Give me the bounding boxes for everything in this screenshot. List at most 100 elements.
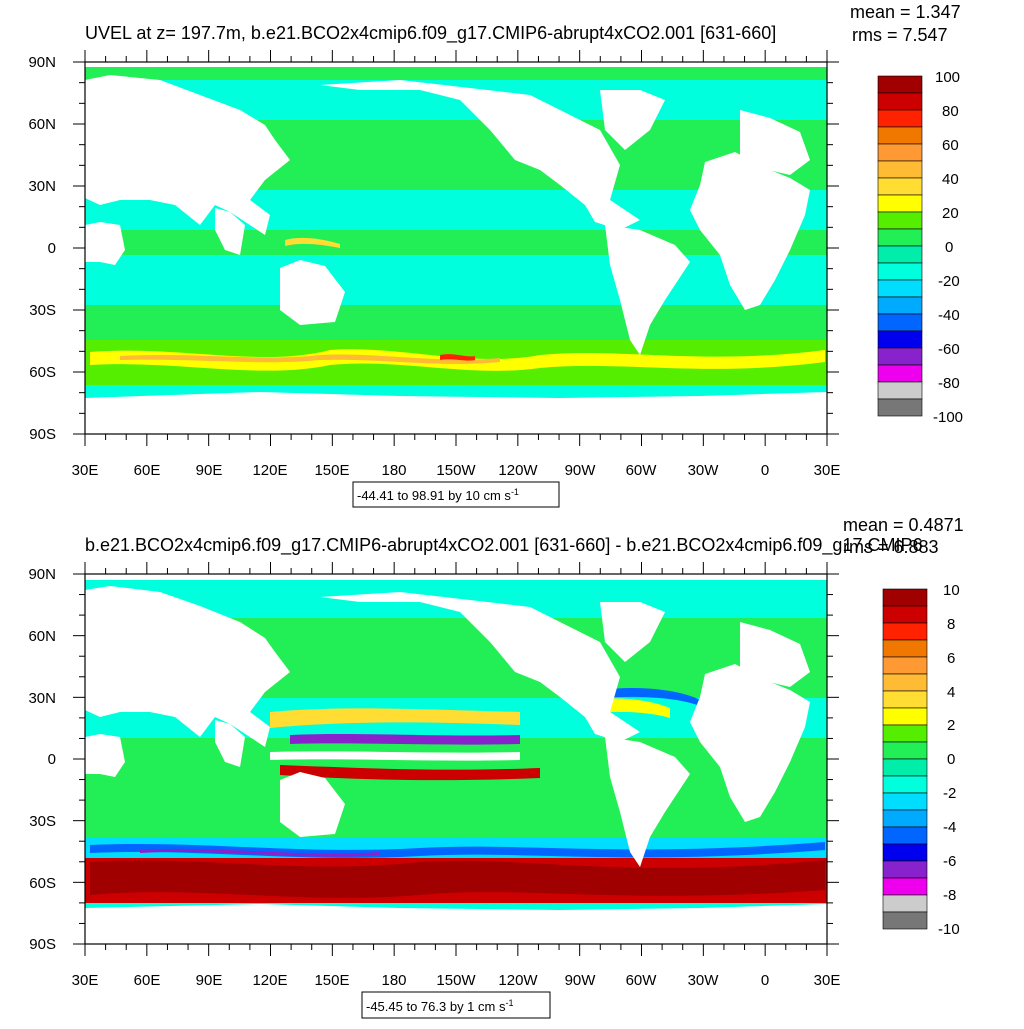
panel-top-lat-label: 90N (28, 54, 56, 71)
colorbar-swatch (877, 313, 923, 332)
panel-top-lat-label: 30N (28, 178, 56, 195)
colorbar-label: -6 (943, 853, 956, 870)
panel-top-map (85, 62, 827, 434)
colorbar-label: -10 (938, 921, 960, 938)
panel-bottom-range-text: -45.45 to 76.3 by 1 cm s-1 (366, 998, 513, 1014)
panel-top-mean: mean = 1.347 (850, 2, 961, 22)
panel-top: UVEL at z= 197.7m, b.e21.BCO2x4cmip6.f09… (28, 2, 963, 508)
panel-bottom-colorbar (882, 588, 928, 930)
colorbar-swatch (877, 364, 923, 383)
panel-bottom-lat-label: 0 (48, 751, 56, 768)
colorbar-swatch (877, 296, 923, 315)
panel-bottom-title: b.e21.BCO2x4cmip6.f09_g17.CMIP6-abrupt4x… (85, 535, 922, 556)
colorbar-label: -20 (938, 273, 960, 290)
colorbar-label: 2 (947, 717, 955, 734)
colorbar-swatch (882, 639, 928, 658)
panel-bottom-lon-label: 30W (688, 972, 720, 989)
colorbar-swatch (882, 622, 928, 641)
colorbar-label: 6 (947, 650, 955, 667)
panel-top-lon-label: 30E (72, 462, 99, 479)
panel-bottom-lon-label: 120W (498, 972, 538, 989)
panel-top-lon-label: 90E (196, 462, 223, 479)
colorbar-swatch (877, 143, 923, 162)
colorbar-label: -80 (938, 375, 960, 392)
panel-bottom-lon-label: 30E (814, 972, 841, 989)
colorbar-swatch (877, 245, 923, 264)
colorbar-label: 0 (945, 239, 953, 256)
panel-bottom-lat-label: 30N (28, 690, 56, 707)
colorbar-label: -8 (943, 887, 956, 904)
panel-top-colorbar (877, 75, 923, 417)
colorbar-swatch (882, 792, 928, 811)
panel-top-lat-label: 30S (29, 302, 56, 319)
colorbar-swatch (882, 605, 928, 624)
colorbar-label: 4 (947, 684, 955, 701)
colorbar-swatch (882, 809, 928, 828)
colorbar-swatch (882, 724, 928, 743)
panel-top-lat-label: 60S (29, 364, 56, 381)
panel-top-lon-label: 90W (565, 462, 597, 479)
panel-bottom: b.e21.BCO2x4cmip6.f09_g17.CMIP6-abrupt4x… (28, 515, 964, 1019)
panel-bottom-lon-label: 90W (565, 972, 597, 989)
colorbar-label: 100 (935, 69, 960, 86)
colorbar-swatch (882, 894, 928, 913)
panel-top-lon-label: 180 (381, 462, 406, 479)
colorbar-label: 40 (942, 171, 959, 188)
colorbar-swatch (877, 92, 923, 111)
colorbar-swatch (877, 228, 923, 247)
colorbar-swatch (882, 826, 928, 845)
colorbar-swatch (877, 381, 923, 400)
colorbar-label: -100 (933, 409, 963, 426)
panel-top-lon-label: 150W (436, 462, 476, 479)
panel-top-lat-label: 90S (29, 426, 56, 443)
colorbar-swatch (877, 126, 923, 145)
colorbar-swatch (882, 758, 928, 777)
colorbar-swatch (882, 911, 928, 930)
colorbar-swatch (882, 673, 928, 692)
panel-top-rms: rms = 7.547 (852, 25, 948, 45)
panel-top-ticks (73, 50, 839, 446)
colorbar-label: -60 (938, 341, 960, 358)
panel-bottom-lon-label: 0 (761, 972, 769, 989)
colorbar-swatch (882, 690, 928, 709)
colorbar-label: -4 (943, 819, 956, 836)
panel-bottom-lon-label: 150E (314, 972, 349, 989)
panel-top-lon-label: 60W (626, 462, 658, 479)
panel-top-lon-label: 30E (814, 462, 841, 479)
panel-top-lon-label: 150E (314, 462, 349, 479)
panel-bottom-ticks (73, 562, 839, 956)
panel-bottom-lat-label: 90N (28, 566, 56, 583)
colorbar-label: 20 (942, 205, 959, 222)
panel-bottom-map (85, 574, 827, 944)
panel-bottom-rms: rms = 6.883 (843, 537, 939, 557)
colorbar-swatch (882, 860, 928, 879)
panel-bottom-lon-label: 30E (72, 972, 99, 989)
panel-bottom-lon-label: 60E (134, 972, 161, 989)
colorbar-swatch (877, 279, 923, 298)
panel-bottom-lon-label: 120E (252, 972, 287, 989)
colorbar-label: -40 (938, 307, 960, 324)
colorbar-swatch (877, 109, 923, 128)
panel-top-lat-label: 60N (28, 116, 56, 133)
colorbar-swatch (877, 177, 923, 196)
colorbar-label: -2 (943, 785, 956, 802)
panel-bottom-lon-label: 150W (436, 972, 476, 989)
colorbar-swatch (877, 262, 923, 281)
colorbar-swatch (877, 398, 923, 417)
panel-bottom-mean: mean = 0.4871 (843, 515, 964, 535)
panel-bottom-range-box (361, 991, 551, 1019)
panel-top-lon-label: 120E (252, 462, 287, 479)
colorbar-swatch (882, 741, 928, 760)
panel-top-lat-label: 0 (48, 240, 56, 257)
colorbar-label: 10 (943, 582, 960, 599)
colorbar-label: 8 (947, 616, 955, 633)
panel-top-lon-label: 60E (134, 462, 161, 479)
colorbar-swatch (877, 160, 923, 179)
colorbar-swatch (882, 877, 928, 896)
colorbar-swatch (882, 775, 928, 794)
panel-bottom-lon-label: 180 (381, 972, 406, 989)
colorbar-swatch (882, 707, 928, 726)
panel-top-lon-label: 0 (761, 462, 769, 479)
colorbar-label: 0 (947, 751, 955, 768)
